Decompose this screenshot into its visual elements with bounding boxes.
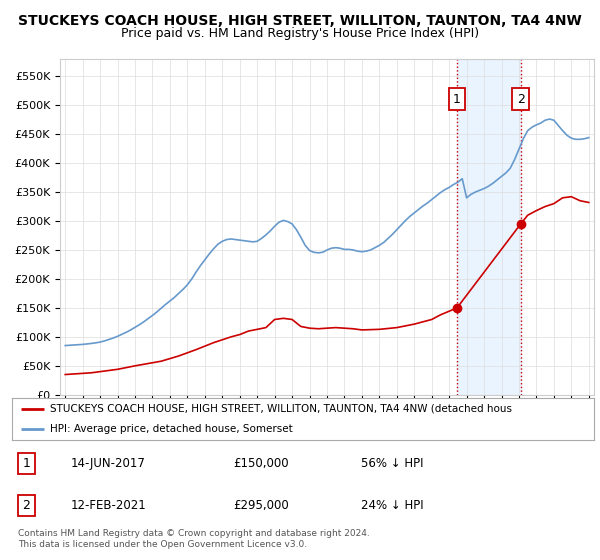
Text: 12-FEB-2021: 12-FEB-2021 [70, 499, 146, 512]
Text: 14-JUN-2017: 14-JUN-2017 [70, 457, 145, 470]
Text: Contains HM Land Registry data © Crown copyright and database right 2024.
This d: Contains HM Land Registry data © Crown c… [18, 529, 370, 549]
Bar [457, 59, 521, 395]
Text: 56% ↓ HPI: 56% ↓ HPI [361, 457, 424, 470]
Text: HPI: Average price, detached house, Somerset: HPI: Average price, detached house, Some… [50, 424, 293, 434]
Text: 2: 2 [23, 499, 31, 512]
Text: STUCKEYS COACH HOUSE, HIGH STREET, WILLITON, TAUNTON, TA4 4NW (detached hous: STUCKEYS COACH HOUSE, HIGH STREET, WILLI… [50, 404, 512, 414]
Text: 2: 2 [517, 92, 524, 106]
Text: £295,000: £295,000 [233, 499, 289, 512]
Text: STUCKEYS COACH HOUSE, HIGH STREET, WILLITON, TAUNTON, TA4 4NW: STUCKEYS COACH HOUSE, HIGH STREET, WILLI… [18, 14, 582, 28]
Text: Price paid vs. HM Land Registry's House Price Index (HPI): Price paid vs. HM Land Registry's House … [121, 27, 479, 40]
Text: 24% ↓ HPI: 24% ↓ HPI [361, 499, 424, 512]
Text: £150,000: £150,000 [233, 457, 289, 470]
Text: 1: 1 [23, 457, 31, 470]
Text: 1: 1 [453, 92, 461, 106]
